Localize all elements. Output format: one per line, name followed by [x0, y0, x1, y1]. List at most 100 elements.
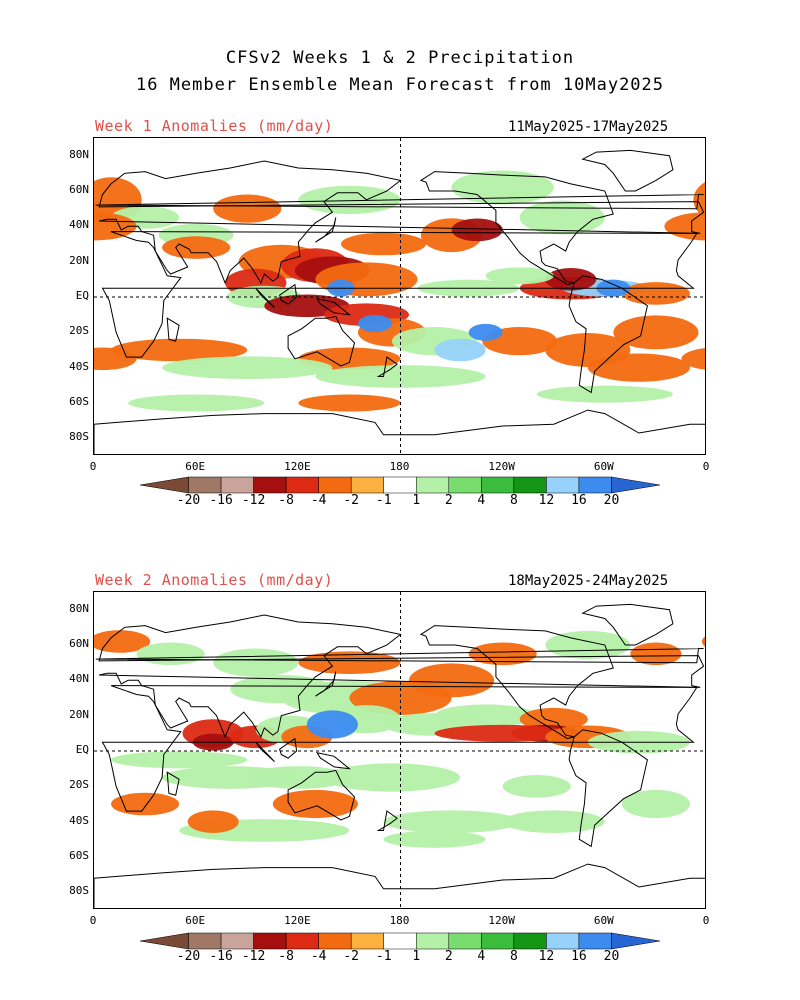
coastline [95, 648, 704, 664]
colorbar-label: 1 [412, 949, 421, 964]
colorbar-svg [139, 476, 661, 494]
longitude-label: 180 [389, 914, 410, 927]
coastline [166, 771, 180, 796]
anomaly-region [468, 323, 503, 341]
colorbar-svg [139, 932, 661, 950]
colorbar-swatch [318, 932, 352, 950]
colorbar-swatch [220, 932, 254, 950]
coastline [94, 409, 705, 454]
anomaly-region [306, 710, 358, 739]
latitude-label: 40N [69, 218, 89, 232]
week2-title: Week 2 Anomalies (mm/day) [95, 571, 334, 589]
latitude-label: 40S [69, 813, 89, 827]
latitude-label: 60S [69, 395, 89, 408]
colorbar-swatch [546, 476, 580, 494]
colorbar-label: 2 [444, 949, 453, 964]
colorbar-swatch [350, 476, 384, 494]
coastline [98, 160, 705, 285]
coastline [279, 737, 298, 759]
coastline [581, 603, 674, 646]
anomaly-region [383, 810, 520, 833]
latitude-label: 80N [69, 601, 89, 615]
colorbar-label: 16 [571, 949, 587, 964]
latitude-label: 80S [69, 430, 89, 444]
anomaly-region [451, 170, 554, 205]
longitude-label: 120E [284, 914, 311, 927]
colorbar-label: -20 [176, 949, 201, 964]
anomaly-region [136, 642, 205, 666]
coastline [95, 194, 704, 210]
colorbar-swatch [220, 476, 254, 494]
anomaly-region [502, 810, 605, 833]
week2-colorbar [139, 930, 661, 952]
colorbar-swatch [481, 476, 515, 494]
coastline [315, 671, 337, 697]
anomaly-region [213, 194, 282, 223]
colorbar-label: 4 [477, 949, 486, 964]
anomaly-region [128, 394, 265, 412]
coastline [581, 149, 674, 192]
anomaly-map-svg [94, 592, 705, 908]
longitude-label: 120W [488, 460, 515, 473]
colorbar-swatch [481, 932, 515, 950]
anomaly-region [621, 789, 690, 819]
colorbar-label: -8 [278, 493, 294, 508]
anomaly-region [485, 267, 554, 285]
colorbar-swatch [611, 476, 661, 494]
coastline [287, 315, 356, 367]
coastline [101, 685, 698, 812]
colorbar-label: -1 [375, 949, 392, 964]
longitude-label: 180 [389, 460, 410, 473]
anomaly-region [213, 648, 299, 677]
colorbar-swatch [416, 932, 450, 950]
anomaly-region [340, 232, 427, 256]
anomaly-region [111, 792, 180, 816]
anomaly-region [664, 212, 705, 241]
colorbar-label: -8 [278, 949, 294, 964]
anomaly-region [409, 663, 495, 698]
colorbar-label: -2 [343, 949, 360, 964]
latitude-label: 80S [69, 884, 89, 898]
colorbar-label: -12 [241, 493, 266, 508]
longitude-label: 0 [702, 914, 710, 927]
longitude-label: 60E [185, 460, 206, 473]
anomaly-region [545, 630, 631, 660]
colorbar-swatch [513, 932, 547, 950]
week2-map [93, 591, 706, 909]
coastline [255, 741, 275, 762]
latitude-label: 20N [69, 253, 89, 267]
colorbar-label: 4 [477, 493, 486, 508]
latitude-label: 80N [69, 147, 89, 161]
anomaly-region [545, 268, 597, 291]
week1-title: Week 1 Anomalies (mm/day) [95, 117, 334, 135]
colorbar-swatch [416, 476, 450, 494]
anomaly-region [111, 751, 248, 769]
anomaly-region [451, 218, 503, 242]
longitude-label: 0 [89, 914, 97, 927]
colorbar-label: 20 [603, 493, 620, 508]
longitude-label: 120E [284, 460, 311, 473]
title-line-2: 16 Member Ensemble Mean Forecast from 10… [135, 75, 665, 95]
title-line-1: CFSv2 Weeks 1 & 2 Precipitation [225, 48, 575, 68]
colorbar-swatch [139, 932, 189, 950]
latitude-label: 40S [69, 359, 89, 373]
coastline [166, 317, 180, 342]
anomaly-region [323, 763, 461, 792]
colorbar-label: -16 [209, 949, 233, 964]
colorbar-swatch [448, 476, 482, 494]
anomaly-region [94, 347, 137, 371]
latitude-label: 20N [69, 707, 89, 721]
anomaly-region [621, 282, 690, 305]
colorbar-swatch [253, 932, 287, 950]
anomaly-region [468, 642, 537, 666]
coastline [316, 298, 352, 316]
colorbar-label: -4 [310, 493, 327, 508]
coastline [568, 275, 648, 394]
anomaly-region [94, 630, 151, 653]
coastline [255, 287, 275, 308]
longitude-label: 60W [593, 460, 614, 473]
latitude-label: 60N [69, 637, 89, 650]
latitude-label: EQ [75, 743, 89, 756]
colorbar-swatch [350, 932, 384, 950]
coastline [98, 614, 705, 739]
